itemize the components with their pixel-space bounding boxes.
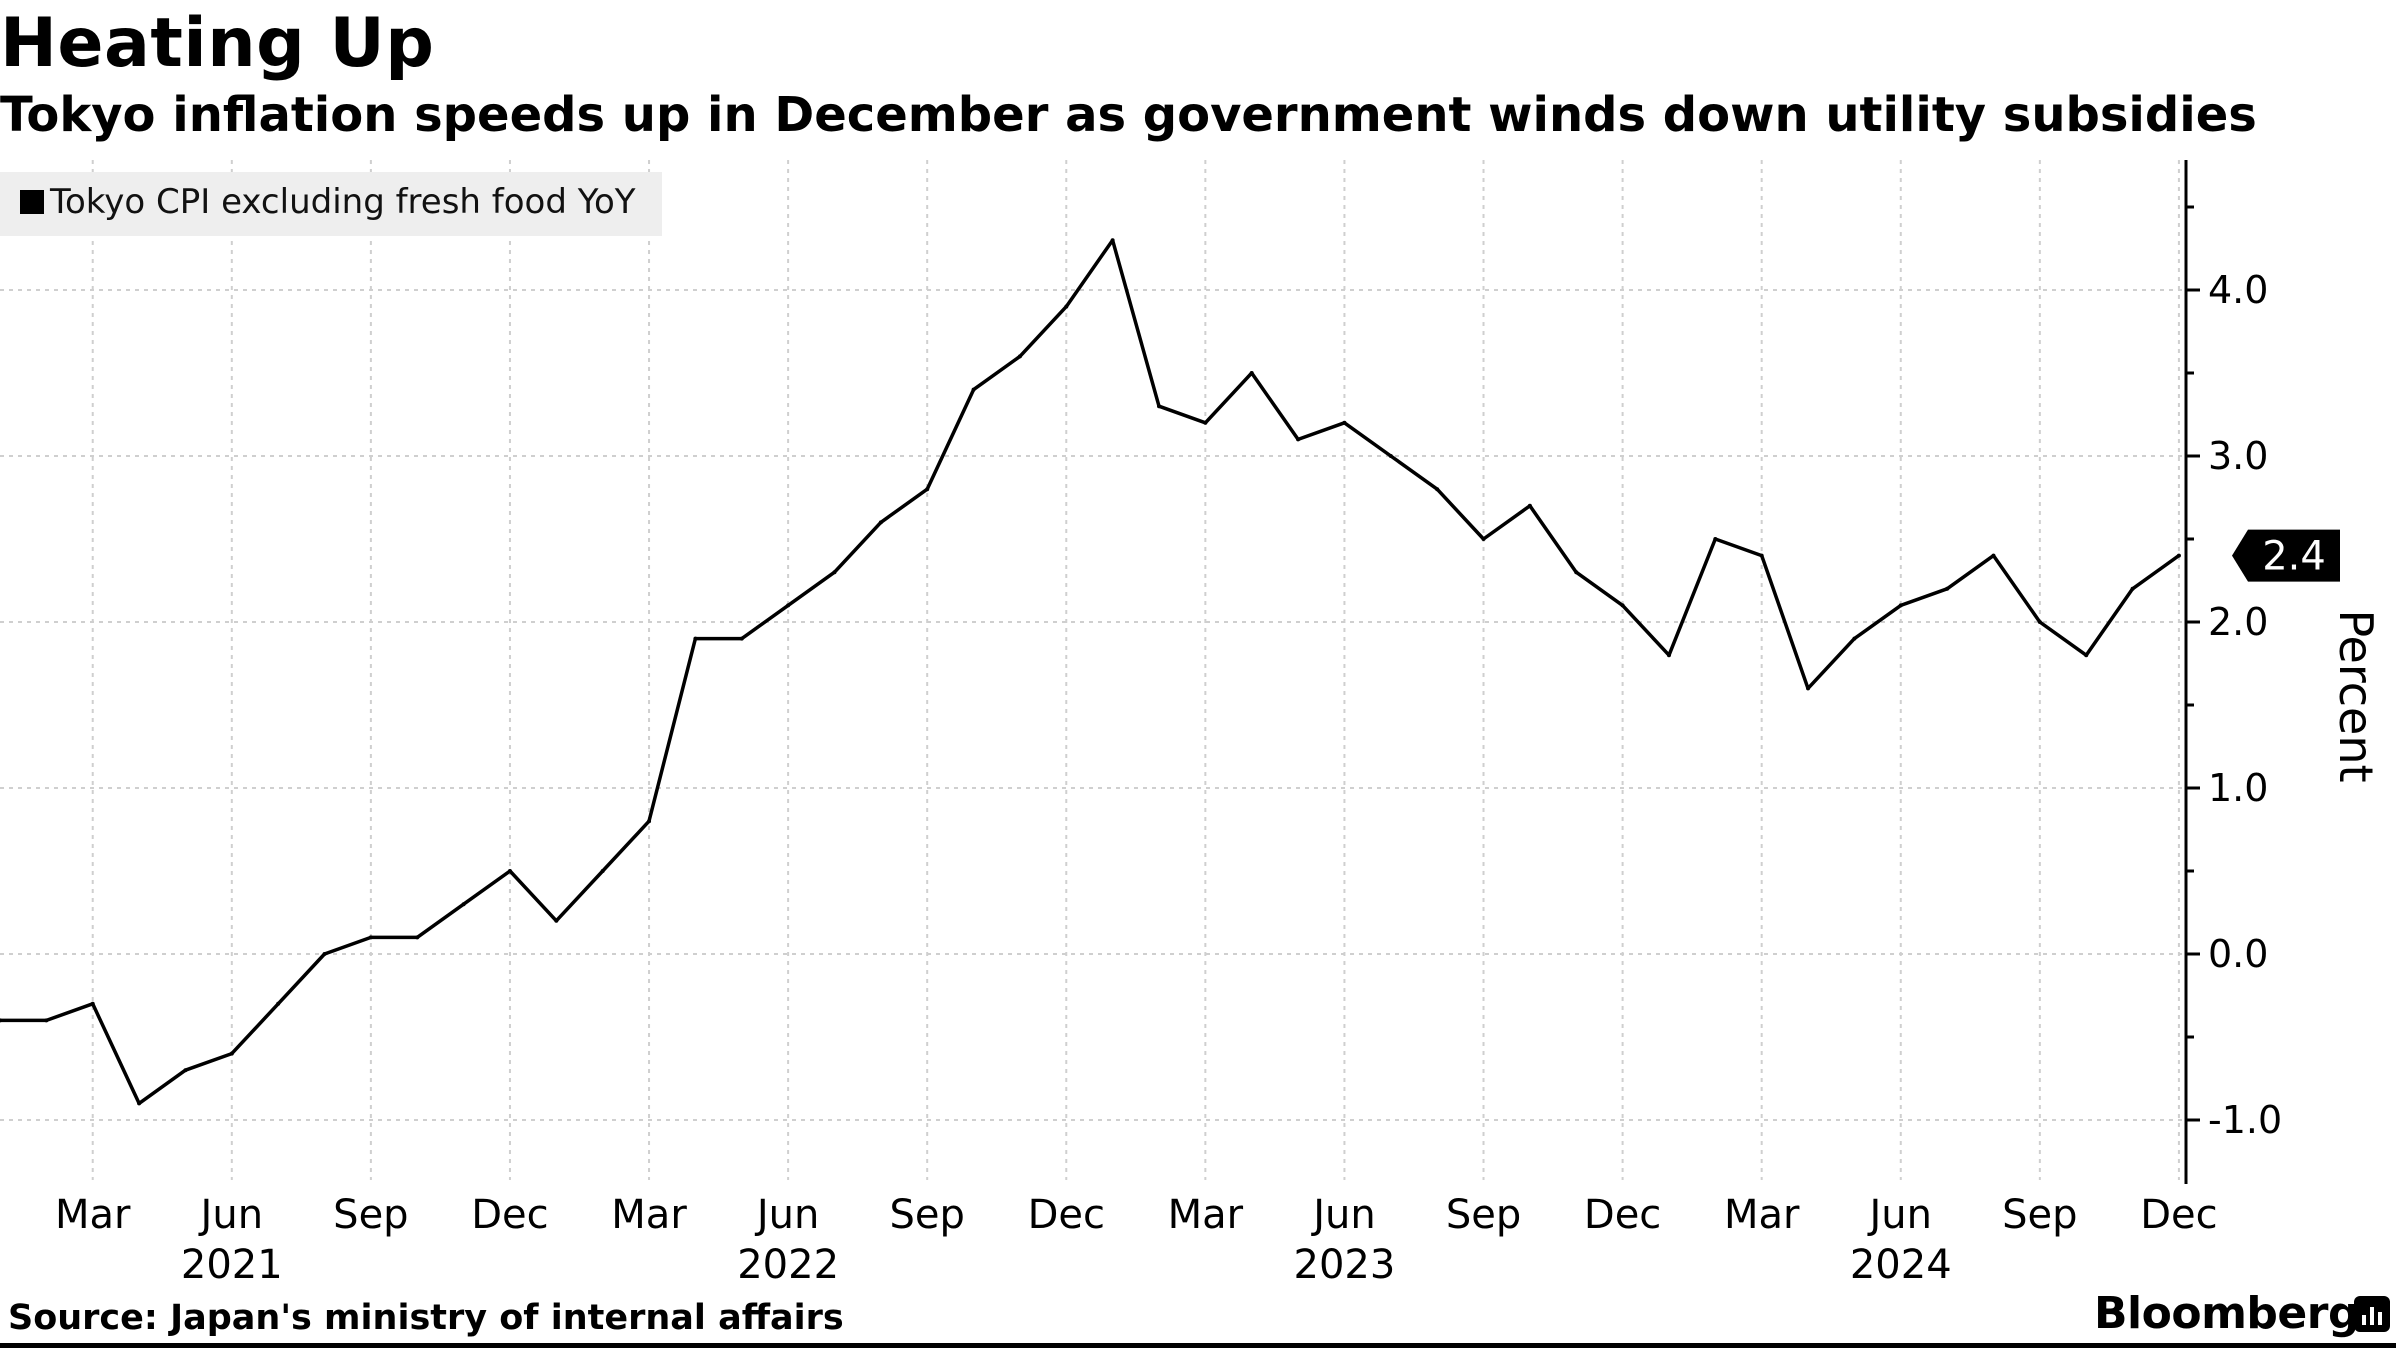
- data-point: [1249, 371, 1254, 375]
- x-tick-label: Jun: [1867, 1192, 1933, 1238]
- data-point: [1388, 454, 1393, 458]
- data-point: [1527, 503, 1532, 508]
- data-point: [600, 869, 605, 873]
- x-tick-label: Mar: [55, 1192, 131, 1238]
- x-year-label: 2024: [1850, 1242, 1952, 1288]
- vertical-gridlines: [91, 160, 2180, 1180]
- data-point: [1203, 420, 1208, 425]
- x-tick-label: Sep: [333, 1192, 408, 1238]
- last-value-label: 2.4: [2232, 529, 2340, 582]
- series-layer: [0, 238, 2181, 1106]
- data-point: [647, 819, 652, 824]
- y-axis: -1.0 0.0 1.0 2.0 3.0 4.0: [2184, 160, 2282, 1184]
- x-tick-label: Mar: [1724, 1192, 1800, 1238]
- data-point: [2084, 653, 2089, 658]
- x-year-label: 2023: [1294, 1242, 1396, 1288]
- data-point: [971, 387, 976, 392]
- bloomberg-terminal-icon: [2354, 1296, 2390, 1332]
- legend-label: Tokyo CPI excluding fresh food YoY: [50, 182, 636, 222]
- data-point: [44, 1018, 49, 1023]
- x-tick-label: Jun: [754, 1192, 820, 1238]
- x-tick-label: Mar: [611, 1192, 687, 1238]
- data-point: [183, 1068, 188, 1073]
- y-tick-label: 4.0: [2208, 268, 2268, 312]
- y-tick-label: -1.0: [2208, 1098, 2282, 1142]
- last-value-tag: [2232, 529, 2340, 582]
- data-point: [1713, 537, 1718, 541]
- data-point: [507, 869, 512, 873]
- y-axis-label: Percent: [2329, 609, 2383, 782]
- x-tick-label: Mar: [1168, 1192, 1244, 1238]
- data-point: [2037, 620, 2042, 624]
- data-point: [554, 918, 559, 923]
- data-point: [322, 952, 327, 956]
- data-point: [1620, 603, 1625, 608]
- x-tick-label: Jun: [1310, 1192, 1376, 1238]
- data-point: [1157, 404, 1161, 409]
- last-value-text: 2.4: [2262, 534, 2326, 580]
- data-point: [1296, 437, 1301, 442]
- data-point: [1017, 354, 1022, 359]
- x-tick-label: Dec: [471, 1192, 548, 1238]
- data-point: [786, 603, 791, 608]
- x-tick-label: Jun: [198, 1192, 264, 1238]
- x-axis-labels: Mar Jun Sep Dec Mar Jun Sep Dec Mar Jun Sep Dec Mar J…: [55, 1192, 2218, 1288]
- data-point: [1991, 553, 1996, 558]
- y-tick-label: 0.0: [2208, 932, 2268, 976]
- data-point: [1945, 586, 1950, 591]
- data-point: [2130, 586, 2135, 591]
- data-point: [1574, 570, 1579, 575]
- x-tick-label: Sep: [890, 1192, 965, 1238]
- data-point: [878, 520, 883, 525]
- legend: [0, 172, 662, 236]
- horizontal-gridlines: [0, 289, 2186, 1121]
- data-point: [368, 935, 373, 940]
- data-point: [739, 636, 744, 641]
- data-point: [461, 902, 466, 907]
- data-point: [1759, 553, 1764, 558]
- data-point: [925, 487, 930, 492]
- source-note: Source: Japan's ministry of internal aff…: [8, 1298, 844, 1338]
- x-year-label: 2022: [737, 1242, 839, 1288]
- data-point: [0, 1018, 2, 1023]
- data-point: [1852, 636, 1857, 641]
- data-point: [693, 636, 698, 641]
- chart-title: Heating Up: [0, 4, 435, 83]
- data-point: [90, 1001, 95, 1006]
- data-point: [1481, 537, 1486, 541]
- data-point: [229, 1051, 234, 1056]
- x-tick-label: Dec: [2140, 1192, 2217, 1238]
- x-year-label: 2021: [181, 1242, 283, 1288]
- y-tick-label: 2.0: [2208, 600, 2268, 644]
- y-tick-label: 1.0: [2208, 766, 2268, 810]
- data-point: [1806, 686, 1811, 691]
- y-tick-label: 3.0: [2208, 434, 2268, 478]
- x-tick-label: Sep: [2002, 1192, 2077, 1238]
- chart-subtitle: Tokyo inflation speeds up in December as…: [0, 87, 2257, 143]
- legend-swatch-icon: [20, 190, 44, 214]
- bottom-rule: [0, 1343, 2396, 1348]
- data-point: [1342, 420, 1347, 425]
- data-point: [1898, 603, 1903, 608]
- data-point: [1110, 238, 1115, 243]
- brand-logo: Bloomberg: [2094, 1288, 2359, 1339]
- data-point: [1064, 304, 1069, 309]
- x-tick-label: Dec: [1028, 1192, 1105, 1238]
- data-point: [415, 935, 420, 940]
- data-point: [276, 1001, 281, 1006]
- data-point: [832, 570, 837, 575]
- data-point: [137, 1101, 142, 1106]
- x-tick-label: Sep: [1446, 1192, 1521, 1238]
- x-tick-label: Dec: [1584, 1192, 1661, 1238]
- series-line: [0, 238, 2180, 1106]
- data-point: [1435, 487, 1440, 492]
- data-point: [1666, 653, 1671, 658]
- data-point: [2176, 553, 2181, 558]
